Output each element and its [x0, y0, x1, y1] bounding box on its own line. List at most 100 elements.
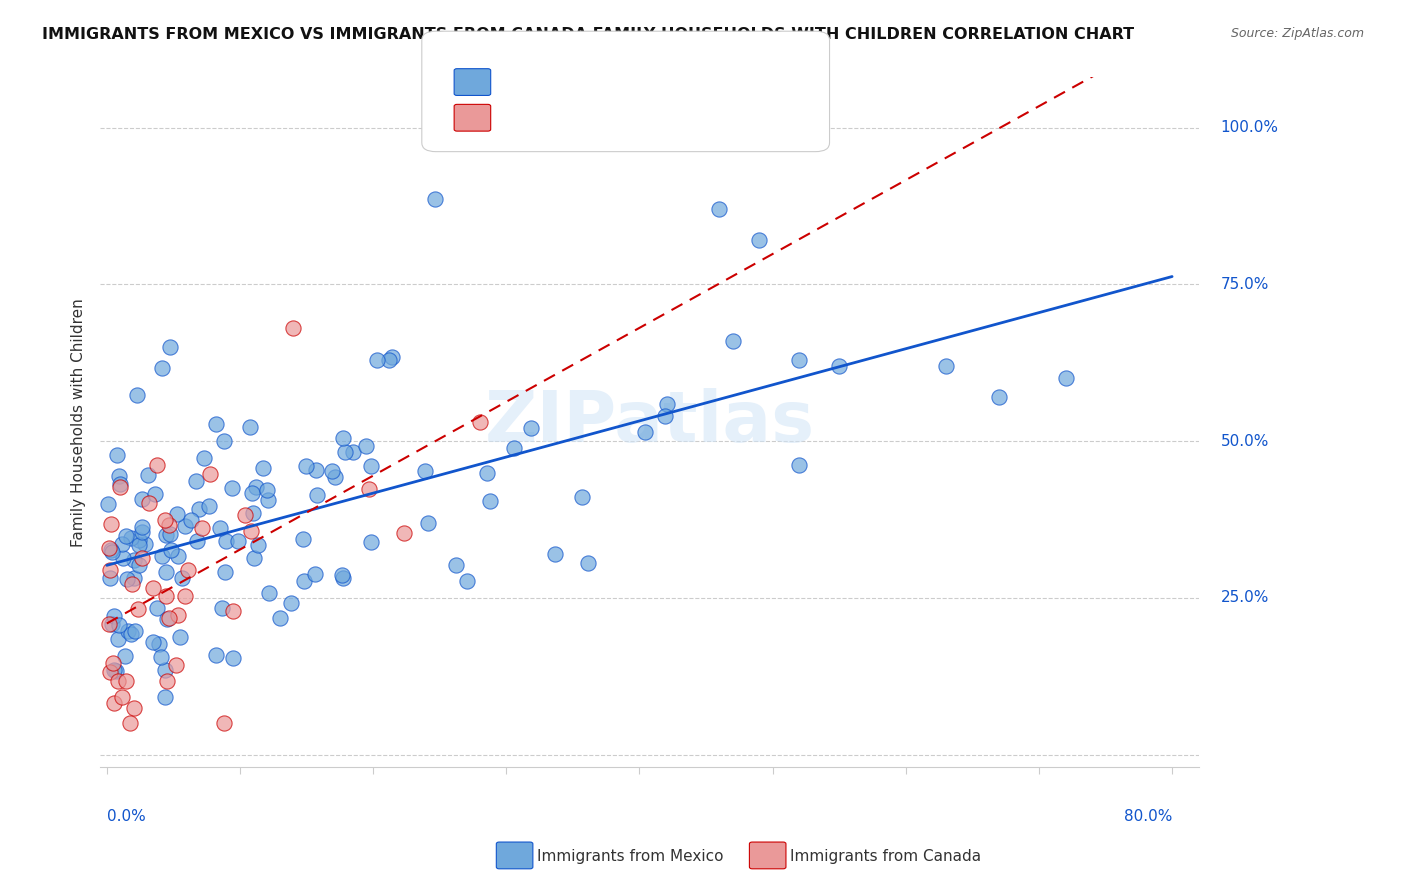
Text: 38: 38: [640, 109, 662, 127]
Point: [748, 234, 770, 248]
Point: [330, 567, 353, 582]
Point: [444, 558, 467, 572]
Point: [214, 566, 236, 580]
Point: [423, 193, 446, 207]
Point: [97, 497, 120, 511]
Point: [150, 549, 173, 564]
Point: [159, 527, 181, 541]
Point: [121, 577, 143, 591]
Point: [97, 616, 120, 631]
Point: [127, 602, 149, 616]
Point: [321, 464, 343, 478]
Point: [110, 480, 132, 494]
Point: [184, 474, 207, 488]
Point: [360, 535, 382, 549]
Text: N =: N =: [598, 109, 634, 127]
Point: [571, 491, 593, 505]
Point: [240, 486, 263, 500]
Point: [156, 673, 179, 688]
Point: [222, 604, 245, 618]
Point: [115, 529, 138, 543]
Point: [787, 352, 810, 367]
Point: [307, 488, 329, 502]
Point: [128, 538, 150, 552]
Point: [209, 521, 232, 535]
Point: [544, 547, 567, 561]
Point: [98, 541, 121, 556]
Point: [150, 361, 173, 376]
Point: [134, 537, 156, 551]
Point: [381, 351, 404, 365]
Point: [239, 420, 262, 434]
Point: [101, 545, 124, 559]
Point: [280, 596, 302, 610]
Point: [115, 572, 138, 586]
Point: [503, 442, 526, 456]
Point: [153, 513, 176, 527]
Point: [413, 464, 436, 478]
Point: [120, 531, 142, 545]
Point: [122, 571, 145, 585]
Text: 124: 124: [640, 73, 675, 91]
Point: [169, 631, 191, 645]
Point: [222, 650, 245, 665]
Point: [242, 550, 264, 565]
Point: [159, 340, 181, 354]
Point: [142, 635, 165, 649]
Point: [131, 491, 153, 506]
Point: [212, 716, 235, 731]
Point: [359, 482, 381, 496]
Point: [520, 421, 543, 435]
Point: [107, 673, 129, 688]
Point: [165, 658, 187, 673]
Point: [153, 690, 176, 705]
Point: [304, 567, 326, 582]
Point: [191, 521, 214, 535]
Point: [721, 334, 744, 348]
Point: [283, 321, 305, 335]
Text: Immigrants from Canada: Immigrants from Canada: [790, 849, 981, 863]
Point: [111, 690, 134, 705]
Point: [110, 537, 132, 551]
Point: [115, 674, 138, 689]
Point: [166, 549, 188, 563]
Point: [120, 627, 142, 641]
Point: [256, 483, 278, 497]
Text: R =: R =: [496, 73, 533, 91]
Point: [204, 648, 226, 662]
Text: 50.0%: 50.0%: [1220, 434, 1270, 449]
Point: [332, 571, 354, 585]
Point: [146, 458, 169, 472]
Point: [360, 458, 382, 473]
Point: [654, 409, 676, 423]
Point: [114, 648, 136, 663]
Point: [177, 563, 200, 577]
Point: [100, 542, 122, 557]
Text: Immigrants from Mexico: Immigrants from Mexico: [537, 849, 724, 863]
Point: [1054, 371, 1077, 385]
Point: [142, 581, 165, 595]
Point: [170, 571, 193, 585]
Point: [228, 534, 250, 549]
Point: [394, 525, 416, 540]
Point: [988, 390, 1011, 404]
Point: [418, 516, 440, 530]
Text: Source: ZipAtlas.com: Source: ZipAtlas.com: [1230, 27, 1364, 40]
Point: [269, 611, 291, 625]
Point: [292, 574, 315, 588]
Point: [101, 617, 124, 632]
Point: [295, 458, 318, 473]
Point: [155, 528, 177, 542]
Point: [131, 520, 153, 534]
Point: [188, 502, 211, 516]
Point: [153, 663, 176, 677]
Point: [108, 477, 131, 491]
Point: [122, 553, 145, 567]
Point: [155, 589, 177, 603]
Point: [105, 664, 128, 678]
Point: [157, 518, 180, 533]
Point: [828, 359, 851, 373]
Point: [215, 533, 238, 548]
Point: [257, 586, 280, 600]
Point: [377, 352, 399, 367]
